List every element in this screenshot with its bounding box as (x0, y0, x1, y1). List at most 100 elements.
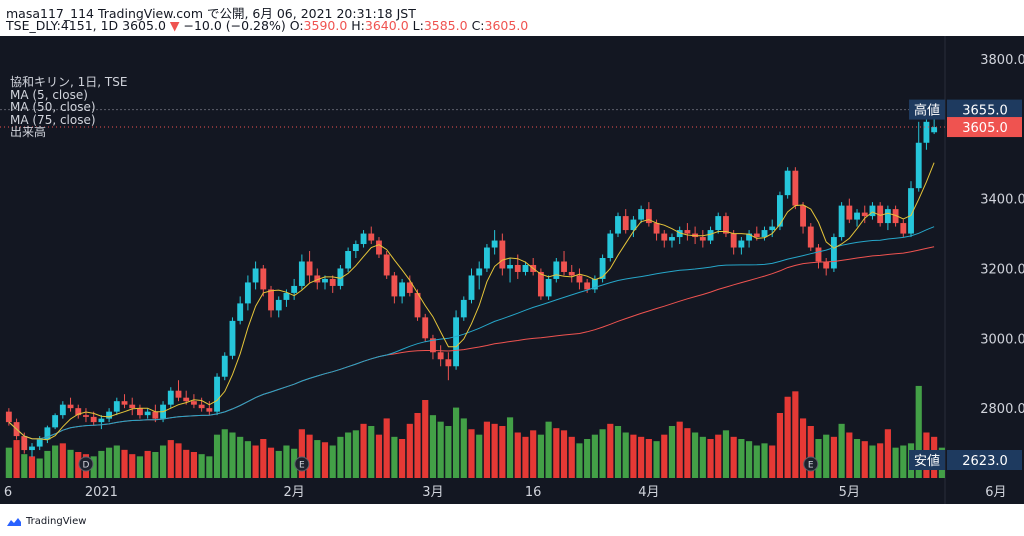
candle-body (352, 244, 359, 252)
candle-body (607, 233, 614, 258)
low-label: L: (412, 18, 424, 33)
time-tick: 16 (525, 485, 542, 500)
candle-body (137, 408, 143, 416)
candle-body (437, 352, 444, 360)
volume-bar (291, 448, 298, 478)
svg-text:E: E (808, 461, 814, 471)
volume-bar (283, 445, 290, 478)
candle-body (21, 436, 28, 451)
candle-body (522, 264, 529, 272)
candle-body (723, 216, 729, 234)
candle-body (44, 427, 51, 440)
volume-bar (483, 421, 491, 478)
candle-body (615, 216, 621, 234)
volume-bar (614, 426, 622, 478)
volume-bar (106, 447, 113, 478)
candle-body (537, 271, 544, 297)
candle-body (406, 282, 413, 293)
volume-bar (684, 428, 691, 478)
candle-body (730, 233, 737, 248)
volume-bar (692, 432, 699, 478)
chart-header: masa117_114 TradingView.com で公開, 6月 06, … (0, 0, 1024, 36)
candle-body (854, 212, 860, 220)
volume-bar (391, 436, 398, 478)
candle-body (507, 264, 513, 269)
volume-bar (21, 454, 28, 478)
volume-bar (368, 426, 375, 478)
volume-bar (136, 456, 144, 478)
candle-body (638, 209, 645, 220)
legend-ma75[interactable]: MA (75, close) (10, 112, 96, 127)
ma5-line (8, 162, 935, 441)
volume-bar (399, 439, 406, 478)
volume-bar (52, 445, 59, 478)
volume-bar (607, 423, 614, 478)
volume-bar (522, 436, 529, 478)
low-value-bg (947, 450, 1022, 470)
volume-bar (792, 391, 799, 478)
tradingview-logo[interactable]: TradingView (6, 516, 86, 527)
volume-bar (90, 456, 97, 478)
candle-body (931, 127, 938, 133)
legend-volume[interactable]: 出来高 (10, 125, 47, 140)
candle-body (244, 282, 251, 304)
price-tick: 3000.0 (980, 332, 1024, 347)
candle-body (568, 271, 575, 276)
candle-body (322, 278, 328, 283)
candle-body (106, 411, 113, 419)
volume-bar (476, 434, 483, 478)
candle-body (545, 278, 552, 297)
candle-body (183, 397, 190, 402)
candle-body (144, 411, 151, 416)
volume-bar (699, 436, 706, 478)
volume-bar (28, 456, 36, 478)
candle-body (229, 320, 236, 356)
volume-bar (722, 430, 730, 478)
legend-ma50[interactable]: MA (50, close) (10, 100, 96, 115)
candlestick-chart[interactable]: 3800.0 3400.0 3200.0 3000.0 2800.0 高値 3655.0 36… (0, 36, 1024, 504)
volume-bar (676, 421, 683, 478)
last-price-badge (947, 117, 1022, 138)
close-value: 3605.0 (484, 18, 529, 33)
volume-bar (352, 430, 359, 478)
candle-body (908, 188, 914, 234)
volume-bar (537, 434, 544, 478)
candle-body (576, 275, 583, 283)
volume-bar (206, 456, 213, 478)
volume-bar (861, 441, 868, 478)
high-badge: 高値 3655.0 (909, 99, 1022, 120)
volume-bar (853, 439, 861, 478)
volume-bar (468, 429, 475, 478)
volume-bar (152, 452, 159, 478)
brand-text: TradingView (26, 516, 87, 527)
high-label: H: (351, 18, 365, 33)
chart-legend: 協和キリン, 1日, TSE MA (5, close) MA (50, clo… (10, 76, 127, 139)
candle-body (861, 212, 868, 217)
volume-bar (591, 434, 598, 478)
volume-bar (13, 440, 20, 478)
volume-bar (560, 430, 568, 478)
candle-body (214, 376, 220, 412)
volume-bar (159, 445, 167, 478)
volume-bar (383, 418, 390, 478)
volume-bar (237, 436, 244, 478)
time-tick: 6 (4, 485, 12, 500)
candle-body (376, 240, 382, 255)
candle-body (75, 408, 82, 416)
chart-area[interactable]: 3800.0 3400.0 3200.0 3000.0 2800.0 高値 3655.0 36… (0, 36, 1024, 504)
candle-body (769, 226, 776, 231)
volume-bar (622, 432, 629, 478)
volume-bar (653, 441, 660, 478)
candle-body (52, 415, 59, 428)
volume-bar (75, 452, 82, 478)
candle-body (430, 338, 436, 353)
price-tick: 3200.0 (980, 262, 1024, 277)
price-tick: 2800.0 (980, 402, 1024, 417)
volume-bar (846, 432, 853, 478)
candle-body (784, 170, 791, 196)
candle-body (29, 446, 35, 451)
volume-bar (568, 436, 575, 478)
candle-body (329, 278, 336, 286)
candle-body (499, 240, 506, 269)
legend-ma5[interactable]: MA (5, close) (10, 87, 88, 102)
